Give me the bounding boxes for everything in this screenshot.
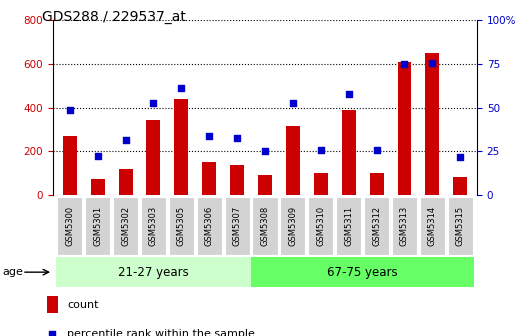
Text: GSM5303: GSM5303: [149, 206, 158, 246]
Bar: [56, 257, 251, 287]
FancyBboxPatch shape: [280, 197, 305, 255]
Point: [456, 154, 464, 159]
FancyBboxPatch shape: [225, 197, 250, 255]
Text: GSM5310: GSM5310: [316, 206, 325, 246]
Point: [121, 138, 130, 143]
Text: GSM5313: GSM5313: [400, 206, 409, 246]
Text: GSM5301: GSM5301: [93, 206, 102, 246]
FancyBboxPatch shape: [308, 197, 333, 255]
Text: GSM5306: GSM5306: [205, 206, 214, 246]
FancyBboxPatch shape: [448, 197, 473, 255]
Text: 21-27 years: 21-27 years: [118, 266, 189, 279]
Bar: [230, 165, 244, 195]
Point: [428, 60, 437, 66]
Text: GSM5311: GSM5311: [344, 206, 353, 246]
Bar: [398, 62, 411, 195]
Text: GSM5314: GSM5314: [428, 206, 437, 246]
Point: [233, 135, 241, 141]
Bar: [174, 99, 188, 195]
Bar: [119, 169, 132, 195]
Text: GSM5302: GSM5302: [121, 206, 130, 246]
Bar: [251, 257, 474, 287]
FancyBboxPatch shape: [57, 197, 82, 255]
Bar: [47, 296, 58, 313]
Text: GSM5315: GSM5315: [456, 206, 465, 246]
Bar: [286, 126, 300, 195]
FancyBboxPatch shape: [364, 197, 389, 255]
Bar: [369, 173, 384, 195]
Text: GDS288 / 229537_at: GDS288 / 229537_at: [42, 10, 186, 24]
FancyBboxPatch shape: [197, 197, 222, 255]
FancyBboxPatch shape: [392, 197, 417, 255]
Bar: [146, 120, 161, 195]
FancyBboxPatch shape: [169, 197, 194, 255]
Point: [177, 85, 186, 91]
Text: age: age: [3, 267, 23, 277]
Bar: [453, 177, 467, 195]
Point: [400, 61, 409, 67]
Bar: [258, 175, 272, 195]
Point: [149, 100, 157, 106]
Bar: [342, 110, 356, 195]
Bar: [63, 136, 77, 195]
Point: [316, 148, 325, 153]
Bar: [426, 53, 439, 195]
Bar: [314, 173, 328, 195]
Text: GSM5300: GSM5300: [65, 206, 74, 246]
FancyBboxPatch shape: [420, 197, 445, 255]
Point: [373, 148, 381, 153]
Point: [205, 133, 214, 139]
FancyBboxPatch shape: [113, 197, 138, 255]
Text: GSM5308: GSM5308: [261, 206, 269, 246]
FancyBboxPatch shape: [252, 197, 278, 255]
Text: GSM5305: GSM5305: [177, 206, 186, 246]
Text: GSM5309: GSM5309: [288, 206, 297, 246]
Point: [350, 174, 358, 179]
FancyBboxPatch shape: [336, 197, 361, 255]
Point: [93, 153, 102, 158]
Text: GSM5312: GSM5312: [372, 206, 381, 246]
Bar: [202, 162, 216, 195]
Point: [289, 100, 297, 106]
Text: 67-75 years: 67-75 years: [328, 266, 398, 279]
FancyBboxPatch shape: [141, 197, 166, 255]
Text: count: count: [67, 300, 99, 310]
Bar: [91, 178, 104, 195]
FancyBboxPatch shape: [85, 197, 110, 255]
Point: [261, 149, 269, 154]
Text: GSM5307: GSM5307: [233, 206, 242, 246]
Point: [66, 107, 74, 112]
Text: percentile rank within the sample: percentile rank within the sample: [67, 329, 255, 336]
Point: [344, 92, 353, 97]
